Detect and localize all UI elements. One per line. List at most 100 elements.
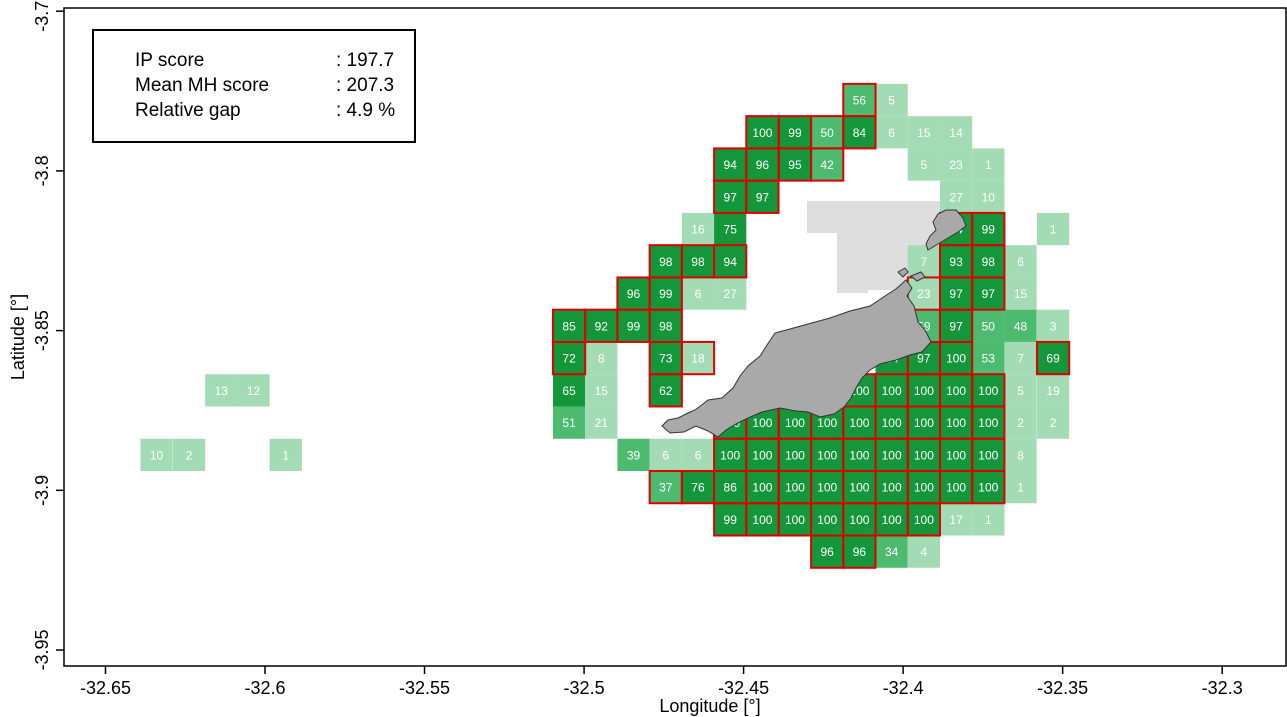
cell-value-label: 94: [724, 158, 738, 172]
heatmap-cell: [907, 245, 940, 278]
heatmap-cell: [843, 83, 876, 117]
cell-value-label: 10: [982, 190, 996, 204]
cell-value-label: 15: [917, 126, 931, 140]
heatmap-cell: [843, 535, 876, 568]
cell-value-label: 100: [978, 384, 998, 398]
cell-value-label: 100: [914, 481, 934, 495]
cell-value-label: 100: [882, 384, 902, 398]
heatmap-cell: [972, 180, 1005, 213]
heatmap-cell: [843, 470, 876, 504]
heatmap-cell: [649, 470, 682, 504]
heatmap-cell: [1004, 277, 1037, 310]
legend-value: : 4.9 %: [336, 100, 395, 121]
heatmap-cell: [1036, 212, 1070, 246]
heatmap-cell: [585, 374, 618, 407]
heatmap-cell: [875, 406, 908, 439]
cell-value-label: 51: [562, 416, 576, 430]
heatmap-cell: [649, 374, 682, 407]
heatmap-cell: [939, 277, 973, 310]
selected-cell-outline: [1035, 340, 1071, 376]
cell-value-label: 69: [1046, 352, 1060, 366]
heatmap-cell: [714, 503, 747, 536]
x-tick-label: -32.6: [244, 678, 285, 698]
heatmap-cell: [939, 309, 973, 342]
heatmap-cell: [681, 277, 715, 310]
cell-value-label: 48: [1014, 319, 1028, 333]
x-tick-label: -32.45: [718, 678, 769, 698]
cell-value-label: 100: [817, 448, 837, 462]
cell-value-label: 100: [752, 448, 772, 462]
heatmap-cell: [778, 438, 812, 471]
cell-value-label: 42: [821, 158, 835, 172]
cell-value-label: 100: [817, 481, 837, 495]
cell-value-label: 100: [978, 481, 998, 495]
heatmap-cell: [907, 406, 940, 439]
selected-cell-outline: [842, 115, 877, 150]
cell-value-label: 100: [882, 513, 902, 527]
heatmap-cell: [617, 438, 650, 471]
cell-value-label: 6: [1017, 255, 1024, 269]
heatmap-cell: [907, 535, 940, 568]
cell-value-label: 65: [562, 384, 576, 398]
cell-value-label: 27: [724, 287, 738, 301]
selected-cell-outline: [810, 147, 845, 182]
heatmap-cell: [907, 438, 940, 471]
heatmap-cell: [746, 148, 779, 181]
cell-value-label: 6: [695, 448, 702, 462]
heatmap-cell: [778, 470, 812, 504]
legend-value: : 207.3: [336, 75, 394, 96]
heatmap-cell: [875, 438, 908, 471]
heatmap-cell: [1036, 309, 1070, 342]
cell-value-label: 99: [659, 287, 673, 301]
y-tick-label: -3.9: [32, 475, 52, 506]
cell-value-label: 7: [921, 255, 928, 269]
cell-value-label: 97: [724, 190, 738, 204]
cell-value-label: 6: [888, 126, 895, 140]
cell-value-label: 16: [691, 223, 705, 237]
y-tick-label: -3.95: [32, 630, 52, 671]
cell-value-label: 100: [946, 384, 966, 398]
cell-value-label: 98: [659, 319, 673, 333]
cell-value-label: 100: [752, 126, 772, 140]
legend-label: Relative gap: [135, 100, 241, 121]
heatmap-cell: [907, 503, 940, 536]
cell-value-label: 8: [1017, 448, 1024, 462]
cell-value-label: 100: [849, 513, 869, 527]
heatmap-cell: [552, 309, 586, 342]
cell-value-label: 5: [921, 158, 928, 172]
heatmap-cell: [585, 341, 618, 375]
heatmap-cell: [140, 438, 173, 471]
heatmap-cell: [811, 470, 844, 504]
heatmap-cell: [649, 309, 682, 342]
cell-value-label: 93: [949, 255, 963, 269]
heatmap-cell: [939, 374, 973, 407]
heatmap-cell: [1004, 438, 1037, 471]
selected-cell-outline: [648, 373, 683, 408]
heatmap-cell: [746, 503, 779, 536]
selected-cell-outline: [971, 469, 1006, 505]
heatmap-cell: [649, 438, 682, 471]
heatmap-cell: [746, 180, 779, 213]
heatmap-cell: [875, 535, 908, 568]
cell-value-label: 1: [282, 448, 289, 462]
cell-value-label: 8: [598, 352, 605, 366]
heatmap-cell: [237, 374, 270, 407]
cell-value-label: 62: [659, 384, 673, 398]
cell-value-label: 15: [1014, 287, 1028, 301]
heatmap-cell: [1004, 406, 1037, 439]
cell-value-label: 100: [882, 416, 902, 430]
heatmap-cell: [205, 374, 238, 407]
selected-cell-outline: [842, 534, 877, 569]
cell-value-label: 84: [853, 126, 867, 140]
cell-value-label: 50: [821, 126, 835, 140]
cell-value-label: 100: [882, 481, 902, 495]
heatmap-cell: [939, 341, 973, 375]
heatmap-cell: [1004, 245, 1037, 278]
cell-value-label: 97: [917, 352, 931, 366]
heatmap-cell: [972, 245, 1005, 278]
heatmap-cell: [714, 148, 747, 181]
cell-value-label: 7: [1017, 352, 1024, 366]
cell-value-label: 100: [849, 481, 869, 495]
heatmap-cell: [939, 116, 973, 149]
